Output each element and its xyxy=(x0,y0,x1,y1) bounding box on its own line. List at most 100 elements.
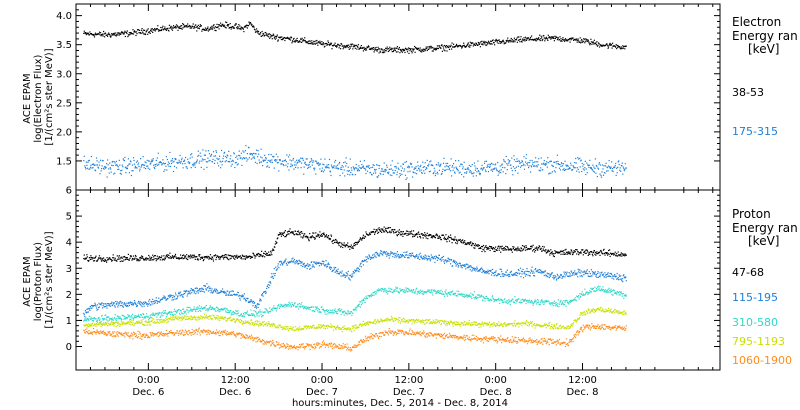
data-point xyxy=(178,162,180,164)
data-point xyxy=(323,169,325,171)
data-point xyxy=(105,314,107,316)
data-point xyxy=(234,24,236,26)
data-point xyxy=(516,37,518,39)
data-point xyxy=(385,47,387,49)
data-point xyxy=(399,234,401,236)
data-point xyxy=(372,164,374,166)
data-point xyxy=(519,250,522,252)
data-point xyxy=(188,292,190,294)
data-point xyxy=(327,263,329,265)
data-point xyxy=(250,255,252,258)
data-point xyxy=(494,44,496,46)
data-point xyxy=(467,43,469,45)
data-point xyxy=(114,32,116,34)
data-point xyxy=(421,256,423,258)
data-point xyxy=(156,163,158,165)
data-point xyxy=(224,291,226,293)
data-point xyxy=(591,41,593,43)
data-point xyxy=(336,240,338,242)
data-point xyxy=(85,311,87,313)
data-point xyxy=(384,51,386,53)
data-point xyxy=(173,310,175,313)
data-point xyxy=(311,40,313,42)
data-point xyxy=(321,41,323,43)
data-point xyxy=(451,166,453,168)
data-point xyxy=(218,24,220,26)
data-point xyxy=(367,166,370,168)
data-point xyxy=(612,170,614,172)
data-point xyxy=(514,170,516,172)
data-point xyxy=(330,234,332,236)
data-point xyxy=(145,168,147,170)
data-point xyxy=(340,168,342,170)
data-point xyxy=(589,167,591,169)
data-point xyxy=(602,273,605,275)
data-point xyxy=(624,168,626,171)
data-point xyxy=(552,275,554,277)
data-point xyxy=(398,255,400,257)
data-point xyxy=(193,163,195,165)
data-point xyxy=(316,162,318,164)
data-point xyxy=(413,168,415,170)
data-point xyxy=(201,288,203,290)
data-point xyxy=(423,234,425,236)
data-point xyxy=(593,166,595,168)
data-point xyxy=(520,161,522,164)
data-point xyxy=(597,44,599,46)
data-point xyxy=(503,160,505,162)
data-point xyxy=(318,234,320,236)
data-point xyxy=(514,41,516,43)
data-point xyxy=(501,271,503,273)
data-point xyxy=(554,171,556,173)
data-point xyxy=(136,260,138,262)
data-point xyxy=(379,229,381,231)
data-point xyxy=(575,249,577,251)
data-point xyxy=(95,157,98,159)
data-point xyxy=(607,272,609,274)
data-point xyxy=(521,273,523,275)
data-point xyxy=(217,307,219,309)
data-point xyxy=(277,263,279,265)
data-point xyxy=(268,251,270,253)
data-point xyxy=(368,255,371,257)
data-point xyxy=(315,173,317,175)
data-point xyxy=(424,235,426,237)
data-point xyxy=(526,38,529,40)
data-point xyxy=(230,314,232,316)
data-point xyxy=(592,273,594,275)
data-point xyxy=(499,268,501,270)
data-point xyxy=(90,155,92,158)
data-point xyxy=(353,44,355,46)
data-point xyxy=(274,159,276,161)
data-point xyxy=(586,172,588,174)
data-point xyxy=(127,305,129,307)
data-point xyxy=(156,28,158,30)
data-point xyxy=(574,167,576,169)
data-point xyxy=(454,239,456,241)
data-point xyxy=(481,246,484,248)
data-point xyxy=(228,150,230,152)
data-point xyxy=(308,43,310,45)
data-point xyxy=(210,290,213,292)
data-point xyxy=(517,269,519,271)
data-point xyxy=(412,234,414,236)
data-point xyxy=(291,165,293,167)
data-point xyxy=(222,160,224,162)
data-point xyxy=(542,248,544,250)
data-point xyxy=(221,291,223,293)
data-point xyxy=(209,305,212,307)
data-point xyxy=(305,41,307,44)
data-point xyxy=(275,266,277,268)
data-point xyxy=(621,278,623,280)
data-point xyxy=(591,251,593,253)
data-point xyxy=(300,261,302,263)
data-point xyxy=(202,256,204,258)
data-point xyxy=(257,254,259,256)
data-point xyxy=(526,270,529,272)
data-point xyxy=(223,258,225,260)
proton-ytick-label: 5 xyxy=(66,212,72,223)
data-point xyxy=(399,254,401,256)
data-point xyxy=(568,252,570,254)
data-point xyxy=(349,174,351,176)
data-point xyxy=(340,275,342,277)
